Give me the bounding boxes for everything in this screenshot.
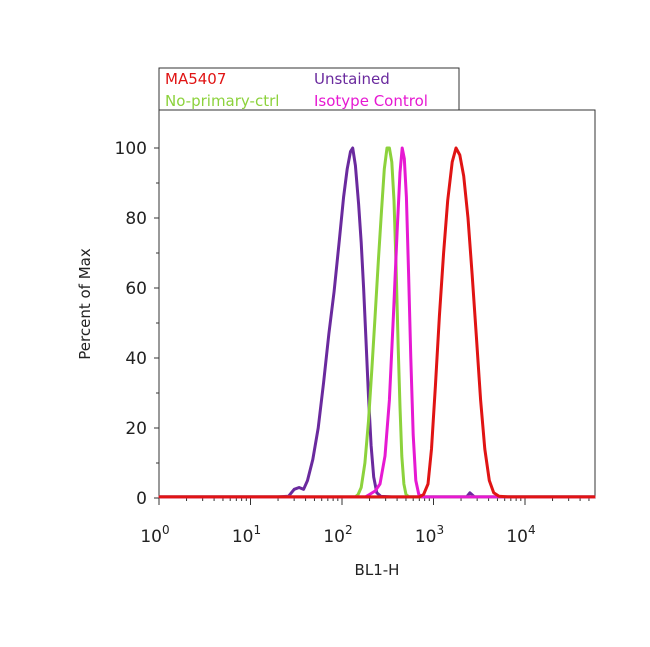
x-axis: 100 101 102 103 104 <box>140 498 590 547</box>
y-tick-label: 100 <box>115 139 147 159</box>
y-axis-title: Percent of Max <box>76 248 94 360</box>
x-tick-label: 102 <box>323 523 352 547</box>
y-tick-label: 60 <box>125 279 147 299</box>
series-line-ma5407 <box>158 146 596 499</box>
legend-entry-isotype-control: Isotype Control <box>314 92 428 110</box>
legend-entry-no-primary-ctrl: No-primary-ctrl <box>165 92 279 110</box>
x-tick-label: 103 <box>415 523 444 547</box>
legend-entry-ma5407: MA5407 <box>165 70 226 88</box>
series-line-unstained <box>158 146 596 499</box>
series-line-isotype-control <box>158 146 596 499</box>
y-tick-label: 40 <box>125 349 147 369</box>
x-tick-label: 104 <box>506 523 535 547</box>
y-tick-label: 20 <box>125 419 147 439</box>
series-layer <box>158 146 596 499</box>
legend: Unstained No-primary-ctrl Isotype Contro… <box>158 67 460 111</box>
x-tick-label: 100 <box>140 523 169 547</box>
series-line-no-primary-ctrl <box>158 146 596 499</box>
y-tick-label: 80 <box>125 209 147 229</box>
legend-entry-unstained: Unstained <box>314 70 390 88</box>
x-axis-title: BL1-H <box>355 561 400 579</box>
y-axis: 0 20 40 60 80 100 <box>115 139 159 509</box>
x-tick-label: 101 <box>232 523 261 547</box>
legend-box <box>158 67 460 111</box>
y-tick-label: 0 <box>136 489 147 509</box>
